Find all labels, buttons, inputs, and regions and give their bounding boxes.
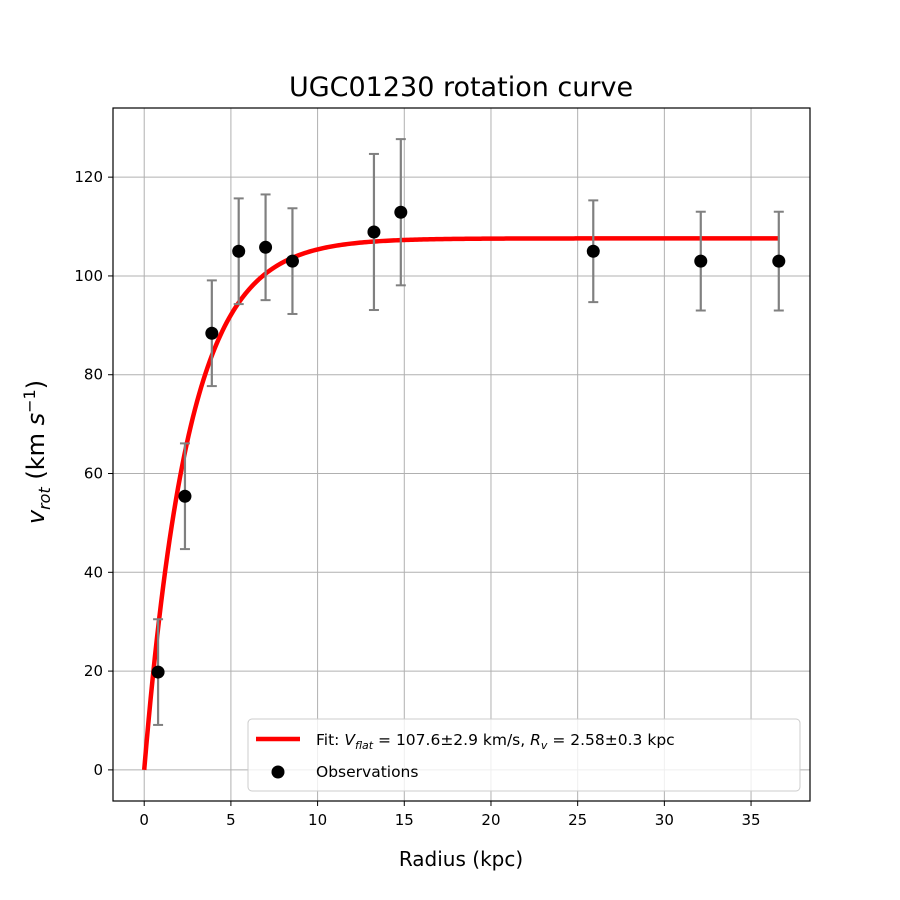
legend-observations-marker	[271, 765, 285, 779]
observation-point	[772, 254, 786, 268]
fit-layer	[141, 236, 779, 771]
observation-point	[232, 244, 246, 258]
y-tick-label: 40	[84, 563, 103, 581]
observation-point	[394, 205, 408, 219]
observation-point	[367, 225, 381, 239]
plot-frame	[112, 107, 811, 802]
chart-title: UGC01230 rotation curve	[289, 72, 633, 103]
y-axis-label: vrot (km s−1)	[20, 380, 54, 524]
x-tick-label: 20	[481, 811, 500, 829]
observation-point	[178, 489, 192, 503]
x-tick-label: 10	[308, 811, 327, 829]
y-tick-label: 20	[84, 662, 103, 680]
y-tick-label: 100	[74, 267, 103, 285]
legend-fit-label: Fit: Vflat = 107.6±2.9 km/s, Rv = 2.58±0…	[316, 731, 675, 752]
observation-point	[285, 254, 299, 268]
observation-point	[205, 326, 219, 340]
y-tick-label: 120	[74, 168, 103, 186]
legend-box	[247, 718, 801, 792]
y-tick-label: 80	[84, 366, 103, 384]
observation-point	[259, 240, 273, 254]
x-tick-label: 30	[655, 811, 674, 829]
observation-point	[694, 254, 708, 268]
x-tick-label: 25	[568, 811, 587, 829]
svg-text:vrot (km s−1): vrot (km s−1)	[20, 380, 54, 524]
observations-layer	[151, 138, 786, 726]
x-tick-label: 15	[395, 811, 414, 829]
legend-observations-label: Observations	[316, 763, 418, 781]
grid-lines	[113, 108, 810, 801]
x-tick-label: 35	[742, 811, 761, 829]
x-tick-label: 0	[139, 811, 149, 829]
axis-ticks: 0 5 10 15 20 25 30 35 0 20 40 60 80 100 120	[74, 168, 760, 829]
observation-point	[586, 244, 600, 258]
y-tick-label: 0	[93, 761, 103, 779]
y-tick-label: 60	[84, 465, 103, 483]
legend: Fit: Vflat = 107.6±2.9 km/s, Rv = 2.58±0…	[247, 718, 801, 792]
x-axis-label: Radius (kpc)	[399, 847, 523, 871]
fit-curve	[141, 236, 779, 771]
x-tick-label: 5	[226, 811, 236, 829]
observation-point	[151, 665, 165, 679]
